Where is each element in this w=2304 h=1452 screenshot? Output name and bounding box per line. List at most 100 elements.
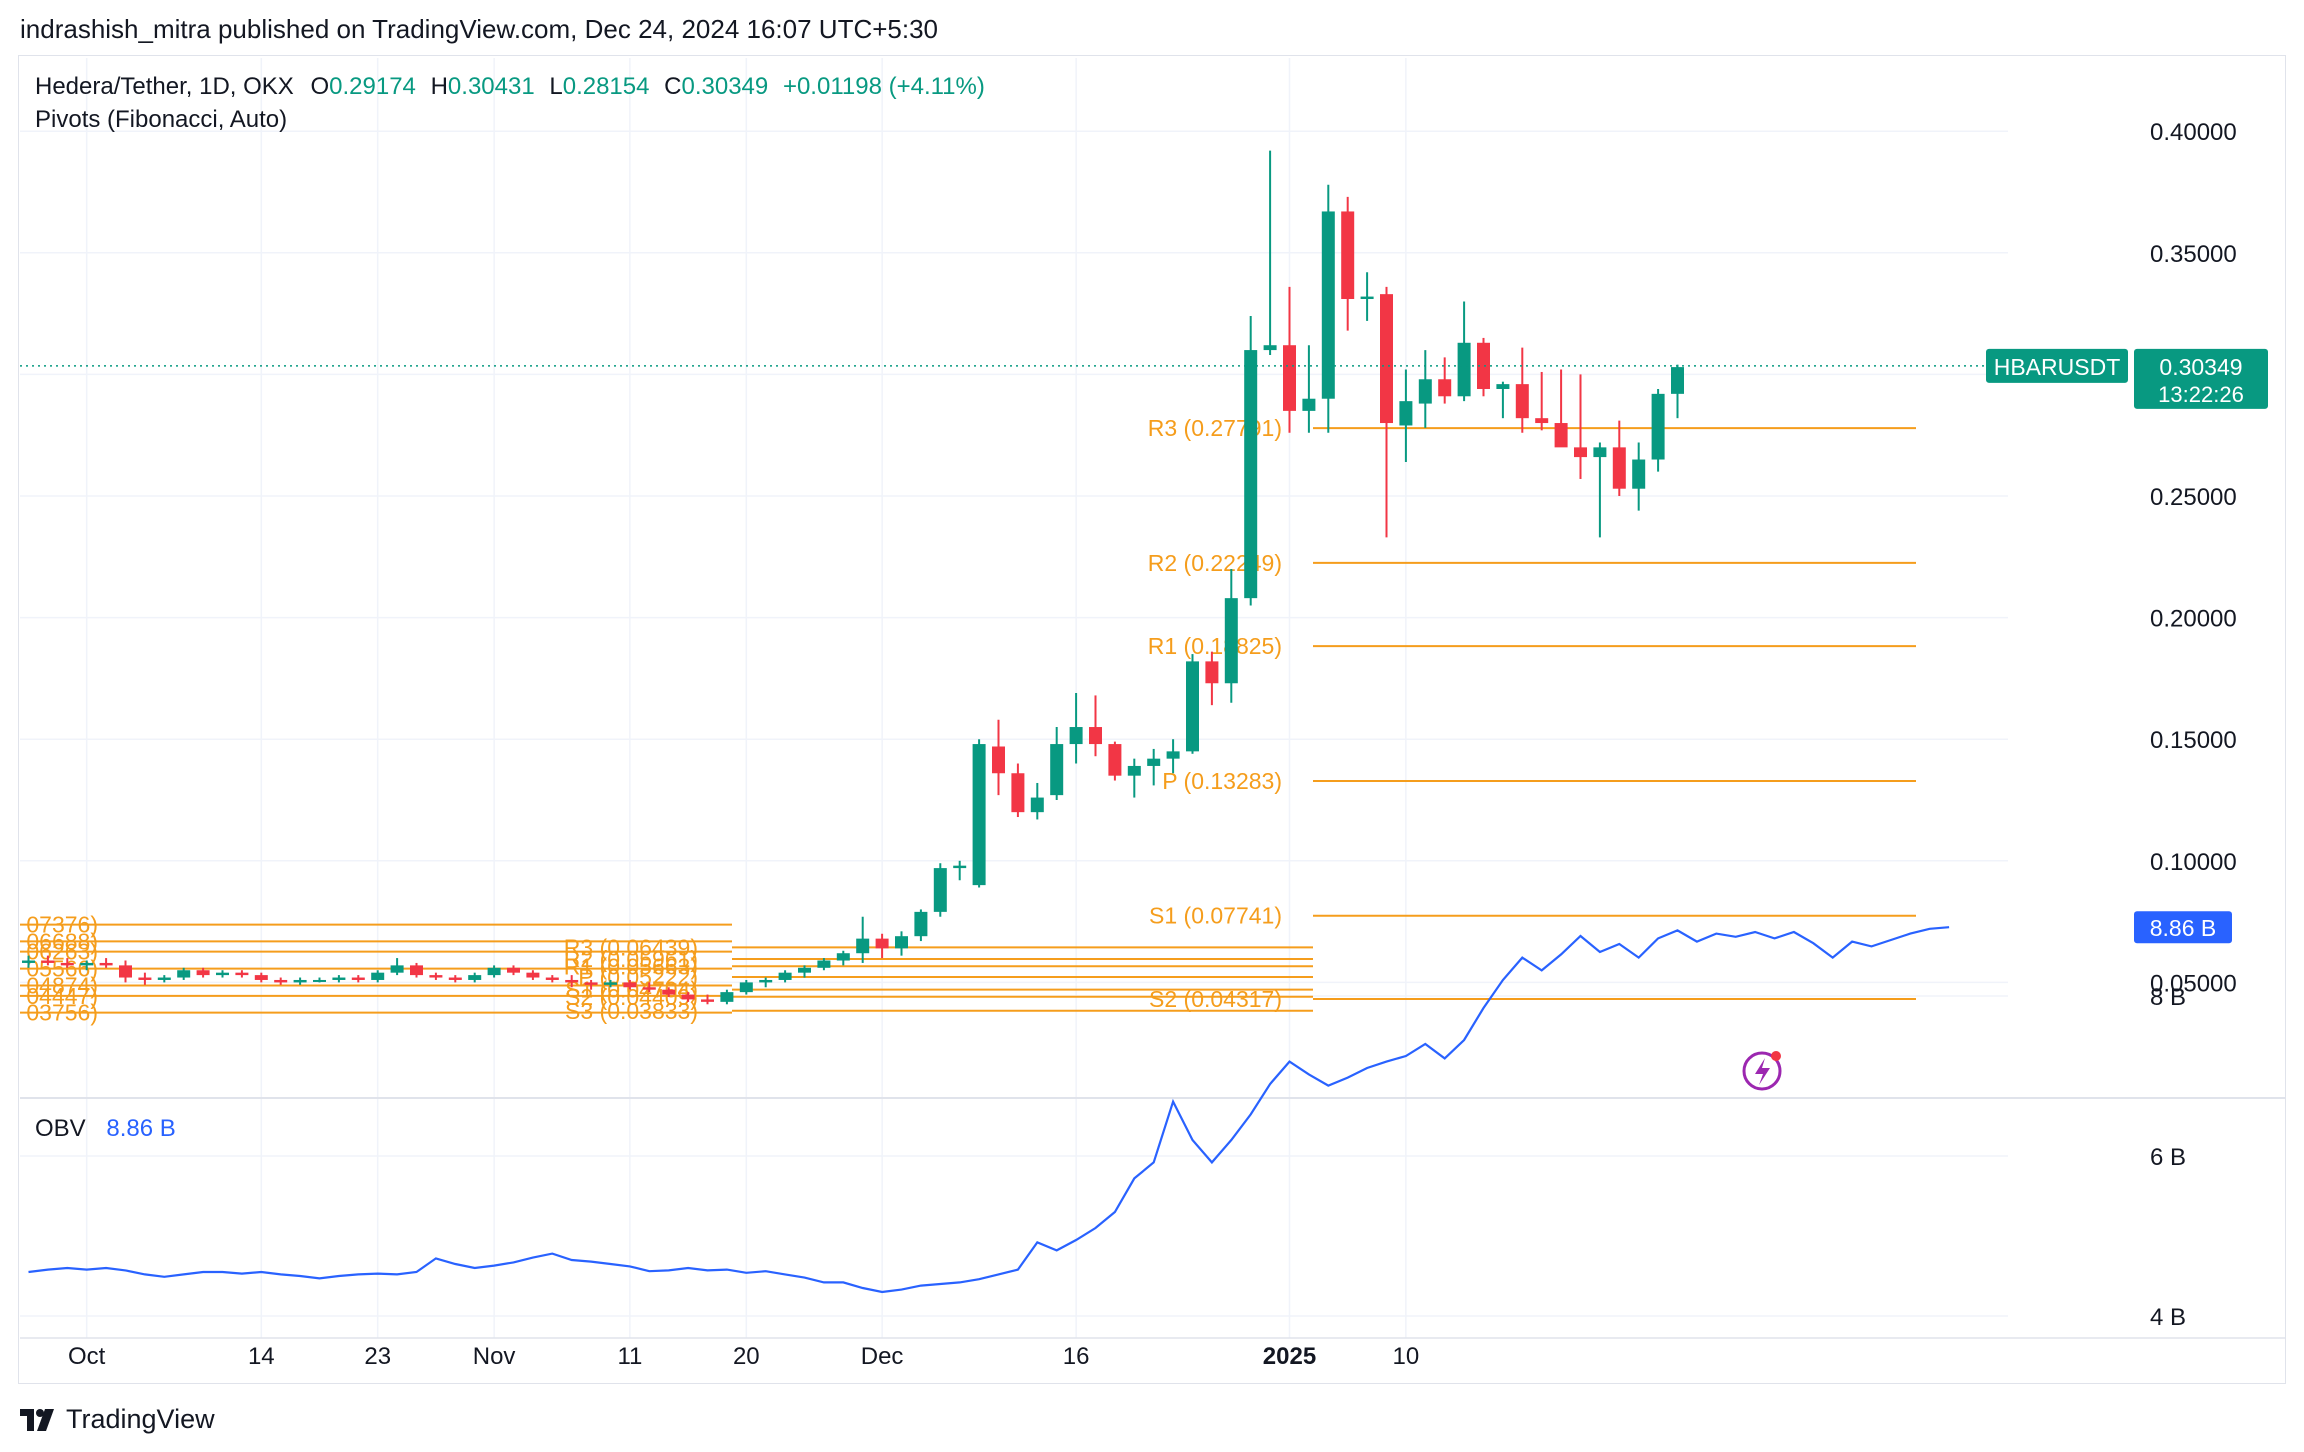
candle [933,863,947,917]
price-tag [2134,348,2268,409]
pivot-label-r1: R1 (0.18825) [1148,633,1282,659]
price-axis-tick: 0.10000 [2150,849,2237,876]
candle-body [642,987,656,990]
lightning-icon-ring [1742,1051,1782,1091]
candle-body [390,965,404,973]
open-label: O [310,73,330,100]
price-axis-tick: 0.20000 [2150,606,2237,633]
candle [545,975,559,983]
candle-body [778,972,792,980]
candle-body [1127,765,1141,776]
candle-body [1050,744,1064,796]
candle-body [1147,758,1161,766]
candle [235,970,249,978]
candle-body [157,977,171,980]
candle [1380,286,1393,538]
candle [1574,374,1587,479]
pivot-label-s1: S1 (0.04704) [565,977,698,1003]
candle [138,972,152,985]
candle-body [681,994,695,1000]
candle-body [1011,773,1025,813]
obv-tag-text: 8.86 B [2150,915,2217,941]
candle-body [1205,661,1219,684]
candle-body [41,960,55,963]
candle-body [1263,345,1277,351]
candle [681,992,695,1002]
candle-body [448,977,462,980]
candle [80,960,94,971]
indicator-name: Pivots (Fibonacci, Auto) [35,106,288,133]
candle [1244,316,1258,606]
candle-body [1166,751,1180,759]
obv-label: OBV [35,1115,86,1142]
candle-body [992,746,1005,774]
candle [1283,286,1296,433]
candle-body [410,965,423,976]
candle [1205,651,1219,706]
time-axis-tick: Nov [473,1343,516,1370]
pivot-label-r3: R3 (0.06439) [564,934,698,960]
candle-body [60,962,74,966]
candle-body [293,979,307,983]
candle [410,962,423,978]
candle [1554,369,1568,448]
chart-canvas[interactable]: 07376)06688)06263)05566)04874)04447)0375… [0,0,2304,1400]
candle-body [836,953,850,961]
obv-tag [2134,911,2232,944]
candle-body [604,982,617,985]
attribution-text: indrashish_mitra published on TradingVie… [20,14,939,44]
candle [1108,741,1122,781]
candle-body [875,938,889,949]
pivot-label-s2: S2 (0.04317) [1149,986,1282,1012]
candle-body [351,977,365,980]
symbol-tag-text: HBARUSDT [1994,354,2121,380]
candle-body [1515,384,1529,419]
candle [332,975,346,983]
pivot-label-s1: 04874) [26,972,98,998]
candle [1089,695,1102,757]
candle-body [1380,294,1393,424]
candle-body [584,982,598,985]
time-axis-tick: 11 [617,1343,642,1370]
price-tag-value: 0.30349 [2159,354,2242,380]
obv-value: 8.86 B [106,1115,176,1142]
candle-body [895,936,908,949]
candle-body [1069,727,1083,745]
candle-body [1302,398,1316,411]
candle [1127,758,1141,798]
time-axis-tick: 16 [1063,1343,1090,1370]
candle-body [235,972,249,976]
candle-body [1671,367,1684,394]
pivot-label-p: P (0.05222) [578,964,698,990]
candle-body [1360,296,1374,300]
candle-body [623,982,637,988]
candle [798,965,811,978]
candle [293,977,307,985]
candle [1224,568,1238,703]
candle-body [468,975,482,980]
candle-body [1224,598,1238,684]
candle-body [914,911,928,937]
candle [1477,337,1490,397]
candle-body [662,989,676,995]
candle [720,989,734,1005]
symbol-tag [1986,348,2128,383]
candle-body [177,970,191,978]
candle [487,965,501,978]
candle [992,719,1005,796]
candle [274,977,288,985]
lightning-icon-bolt [1755,1058,1770,1085]
candle [739,979,753,995]
time-axis-tick: 14 [248,1343,275,1370]
candle [817,958,831,971]
obv-axis-tick: 6 B [2150,1144,2186,1171]
candle-body [1554,423,1568,448]
candle [1515,347,1529,433]
pivot-label-r1: R1 (0.05663) [564,953,698,979]
candle [662,987,676,997]
high-label: H [430,73,448,100]
candle [1593,442,1607,538]
time-axis-tick: 2025 [1263,1343,1316,1370]
candle [254,972,268,983]
tradingview-logo-icon [20,1408,54,1431]
